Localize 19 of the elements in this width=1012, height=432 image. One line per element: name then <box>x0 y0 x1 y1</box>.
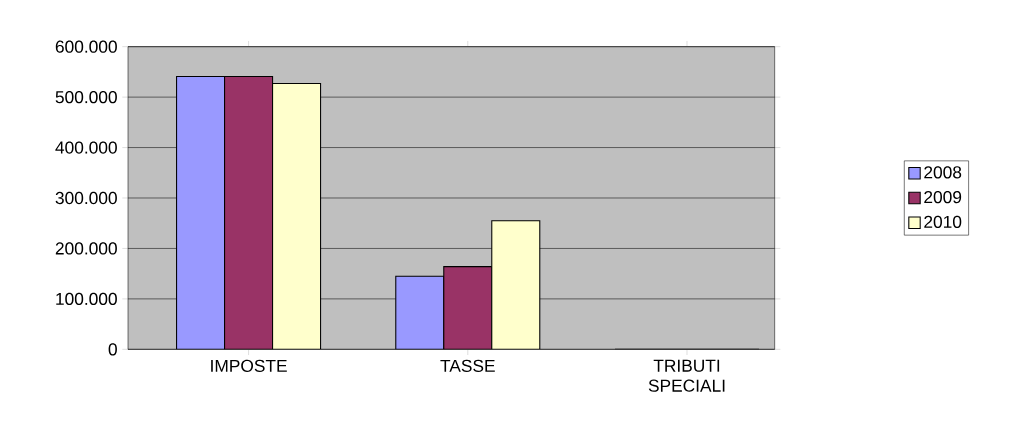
x-tick-label: IMPOSTE <box>211 359 287 372</box>
bar <box>272 82 322 350</box>
y-tick-label: 600.000 <box>55 40 117 53</box>
bar <box>491 220 541 350</box>
y-tick-label: 300.000 <box>55 191 117 205</box>
y-tick-label: 400.000 <box>55 141 117 154</box>
legend-label: 2010 <box>924 215 962 228</box>
bar <box>395 275 445 350</box>
y-tick-label: 500.000 <box>55 90 117 104</box>
legend-label: 2009 <box>924 190 962 204</box>
y-tick-label: 0 <box>108 343 117 356</box>
y-tick-label: 100.000 <box>56 292 117 306</box>
y-tick-label: 200.000 <box>55 242 117 255</box>
bar <box>224 75 274 350</box>
x-tick-label: TASSE <box>440 359 495 372</box>
bar <box>176 75 226 350</box>
legend-label: 2008 <box>924 166 962 179</box>
bar <box>443 266 493 350</box>
x-tick-label: TRIBUTI SPECIALI <box>648 359 725 392</box>
